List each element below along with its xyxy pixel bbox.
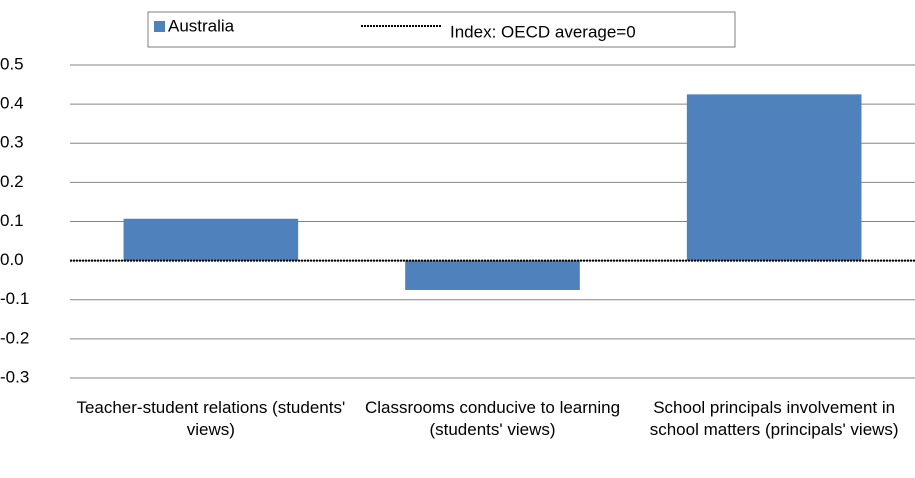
x-tick-label: Classrooms conducive to learning (studen…	[364, 398, 621, 439]
y-tick-label: 0.2	[0, 172, 24, 191]
y-tick-label: 0.0	[0, 250, 24, 269]
bar	[686, 94, 862, 261]
y-tick-label: -0.1	[0, 289, 29, 308]
y-tick-label: 0.1	[0, 211, 24, 230]
x-tick-label: Teacher-student relations (students' vie…	[76, 398, 346, 439]
bar	[123, 218, 299, 261]
legend-box	[147, 11, 736, 48]
y-tick-label: -0.3	[0, 367, 29, 386]
y-tick-label: 0.3	[0, 133, 24, 152]
bar	[405, 260, 580, 290]
y-tick-label: -0.2	[0, 328, 29, 347]
y-tick-label: 0.5	[0, 54, 24, 73]
legend-label: Index: OECD average=0	[450, 22, 636, 41]
legend-label: Australia	[168, 16, 235, 35]
legend-swatch	[154, 21, 165, 32]
y-tick-label: 0.4	[0, 94, 24, 113]
x-tick-label: School principals involvement in school …	[649, 398, 899, 439]
